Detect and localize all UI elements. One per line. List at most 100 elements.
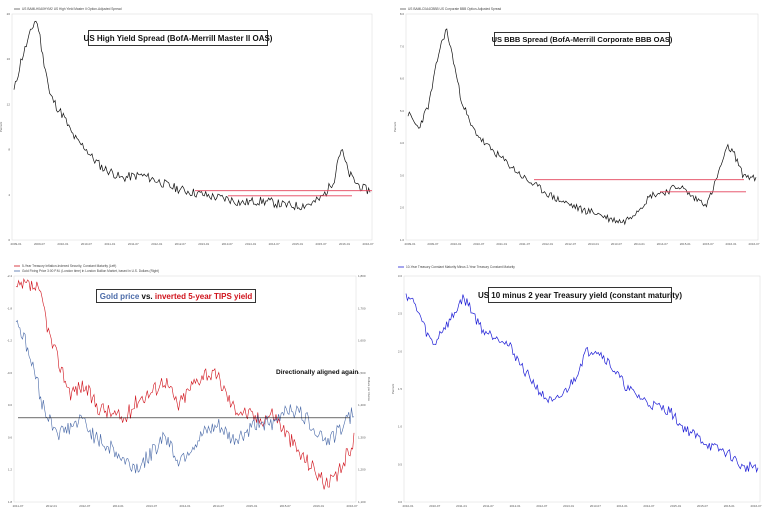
gold-tips-x-tick-label: 2014-07 xyxy=(213,504,224,508)
gold-tips-y-tick-label-right: 1,300 xyxy=(358,435,366,439)
bbb-x-tick-label: 2010-07 xyxy=(473,242,484,246)
gold-tips-y-tick-label-right: 1,500 xyxy=(358,371,366,375)
gold-tips-y-axis-label-right: Dollars per Ounce xyxy=(367,377,371,402)
bbb-x-tick-label: 2011-01 xyxy=(496,242,507,246)
high-yield-y-tick-label: 0 xyxy=(8,238,10,242)
high-yield-y-tick-label: 12 xyxy=(7,102,11,106)
bbb-x-tick-label: 2009-01 xyxy=(404,242,415,246)
chart-panel-high-yield: US BAMLH0A0HYM2 US High Yield Master II … xyxy=(0,0,384,258)
gold-tips-y-tick-label: 0.6 xyxy=(8,435,13,439)
chart-panel-gold-tips: 5-Year Treasury Inflation-Indexed Securi… xyxy=(0,258,384,517)
legend-label-bbb: US BAMLC0A4CBBB US Corporate BBB Option-… xyxy=(408,7,501,11)
10y2y-x-tick-label: 2015-07 xyxy=(697,504,708,508)
high-yield-x-tick-label: 2013-07 xyxy=(222,242,233,246)
high-yield-x-tick-label: 2015-01 xyxy=(292,242,303,246)
10y2y-y-tick-label: 2.5 xyxy=(398,312,403,316)
chart-title-gold-tips: Gold price vs. inverted 5-year TIPS yiel… xyxy=(96,289,256,303)
gold-tips-x-tick-label: 2012-01 xyxy=(46,504,57,508)
bbb-x-tick-label: 2013-07 xyxy=(611,242,622,246)
bbb-y-tick-label: 2.0 xyxy=(400,206,405,210)
10y2y-plot-area xyxy=(403,275,761,503)
10y2y-x-tick-label: 2011-01 xyxy=(456,504,467,508)
high-yield-x-tick-label: 2010-01 xyxy=(57,242,68,246)
bbb-x-tick-label: 2015-01 xyxy=(680,242,691,246)
gold-tips-y-tick-label-right: 1,700 xyxy=(358,306,366,310)
high-yield-y-axis-label: Percent xyxy=(0,122,3,133)
chart-gold-tips: 5-Year Treasury Inflation-Indexed Securi… xyxy=(7,264,371,508)
high-yield-x-tick-label: 2013-01 xyxy=(198,242,209,246)
legend-label-10y2y: 10-Year Treasury Constant Maturity Minus… xyxy=(406,265,515,269)
gold-tips-plot-area xyxy=(13,275,357,503)
high-yield-x-tick-label: 2012-01 xyxy=(151,242,162,246)
10y2y-y-tick-label: 0.5 xyxy=(398,462,403,466)
gold-tips-y-tick-label: 1.8 xyxy=(8,500,13,504)
bbb-plot-area xyxy=(405,13,759,241)
high-yield-y-tick-label: 20 xyxy=(7,12,11,16)
gold-tips-y-tick-label-right: 1,100 xyxy=(358,500,366,504)
10y2y-x-tick-label: 2010-01 xyxy=(402,504,413,508)
bbb-y-tick-label: 3.0 xyxy=(400,173,405,177)
gold-tips-y-tick-label: -0.6 xyxy=(7,371,13,375)
10y2y-y-tick-label: 1.5 xyxy=(398,387,403,391)
bbb-x-tick-label: 2014-07 xyxy=(657,242,668,246)
high-yield-x-tick-label: 2016-01 xyxy=(339,242,350,246)
legend-label-high-yield: US BAMLH0A0HYM2 US High Yield Master II … xyxy=(22,7,122,11)
bbb-x-tick-label: 2014-01 xyxy=(634,242,645,246)
title-part-gold: Gold price xyxy=(99,291,140,301)
gold-tips-y-tick-label: 1.2 xyxy=(8,468,13,472)
10y2y-y-axis-label: Percent xyxy=(391,384,395,395)
10y2y-x-tick-label: 2016-01 xyxy=(724,504,735,508)
10y2y-x-tick-label: 2010-07 xyxy=(429,504,440,508)
high-yield-y-tick-label: 16 xyxy=(7,57,11,61)
bbb-y-axis-label: Percent xyxy=(393,122,397,133)
bbb-y-tick-label: 1.0 xyxy=(400,238,405,242)
high-yield-x-tick-label: 2014-07 xyxy=(269,242,280,246)
high-yield-y-tick-label: 4 xyxy=(8,193,10,197)
chart-bbb: US BAMLC0A4CBBB US Corporate BBB Option-… xyxy=(393,7,760,246)
chart-title-high-yield: US High Yield Spread (BofA-Merrill Maste… xyxy=(84,30,272,46)
bbb-x-tick-label: 2012-01 xyxy=(542,242,553,246)
gold-tips-x-tick-label: 2013-01 xyxy=(113,504,124,508)
gold-tips-x-tick-label: 2015-07 xyxy=(280,504,291,508)
high-yield-x-tick-label: 2014-01 xyxy=(245,242,256,246)
high-yield-plot-area xyxy=(11,13,373,241)
chart-title-10y2y: US 10 minus 2 year Treasury yield (const… xyxy=(478,287,682,303)
bbb-x-tick-label: 2009-07 xyxy=(427,242,438,246)
series-line-10y2y xyxy=(405,293,759,474)
bbb-x-tick-label: 2015-07 xyxy=(703,242,714,246)
bbb-x-tick-label: 2013-01 xyxy=(588,242,599,246)
10y2y-y-tick-label: 3.0 xyxy=(398,274,403,278)
chart-high-yield: US BAMLH0A0HYM2 US High Yield Master II … xyxy=(0,7,374,246)
bbb-y-tick-label: 4.0 xyxy=(400,141,405,145)
gold-tips-y-tick-label: -1.8 xyxy=(7,306,13,310)
high-yield-x-tick-label: 2011-07 xyxy=(128,242,139,246)
gold-tips-x-tick-label: 2013-07 xyxy=(146,504,157,508)
title-part-tips: inverted 5-year TIPS yield xyxy=(154,291,253,301)
series-line-bbb xyxy=(407,28,757,226)
series-line-tips xyxy=(15,278,355,490)
10y2y-x-tick-label: 2012-01 xyxy=(510,504,521,508)
high-yield-x-tick-label: 2016-07 xyxy=(362,242,373,246)
high-yield-x-tick-label: 2009-07 xyxy=(34,242,45,246)
high-yield-x-tick-label: 2012-07 xyxy=(175,242,186,246)
gold-tips-x-tick-label: 2011-07 xyxy=(13,504,24,508)
10y2y-x-tick-label: 2012-07 xyxy=(536,504,547,508)
10y2y-y-tick-label: 0.0 xyxy=(398,500,403,504)
chart-10y-minus-2y: 10-Year Treasury Constant Maturity Minus… xyxy=(391,265,762,508)
chart-title-bbb: US BBB Spread (BofA-Merrill Corporate BB… xyxy=(492,32,672,46)
10y2y-x-tick-label: 2013-01 xyxy=(563,504,574,508)
bbb-y-tick-label: 7.0 xyxy=(400,44,405,48)
chart-annotation-aligned: Directionally aligned again xyxy=(276,369,359,376)
10y2y-x-tick-label: 2016-07 xyxy=(750,504,761,508)
bbb-y-tick-label: 8.0 xyxy=(400,12,405,16)
gold-tips-x-tick-label: 2015-01 xyxy=(246,504,257,508)
gold-tips-y-tick-label: -1.2 xyxy=(7,339,13,343)
title-part-vs: vs. xyxy=(139,291,155,301)
gold-tips-x-tick-label: 2014-01 xyxy=(179,504,190,508)
gold-tips-y-tick-label-right: 1,600 xyxy=(358,339,366,343)
gold-tips-x-tick-label: 2016-07 xyxy=(346,504,357,508)
bbb-x-tick-label: 2010-01 xyxy=(450,242,461,246)
gold-tips-y-tick-label-right: 1,800 xyxy=(358,274,366,278)
chart-panel-bbb: US BAMLC0A4CBBB US Corporate BBB Option-… xyxy=(384,0,768,258)
chart-panel-10y2y: 10-Year Treasury Constant Maturity Minus… xyxy=(384,258,768,517)
